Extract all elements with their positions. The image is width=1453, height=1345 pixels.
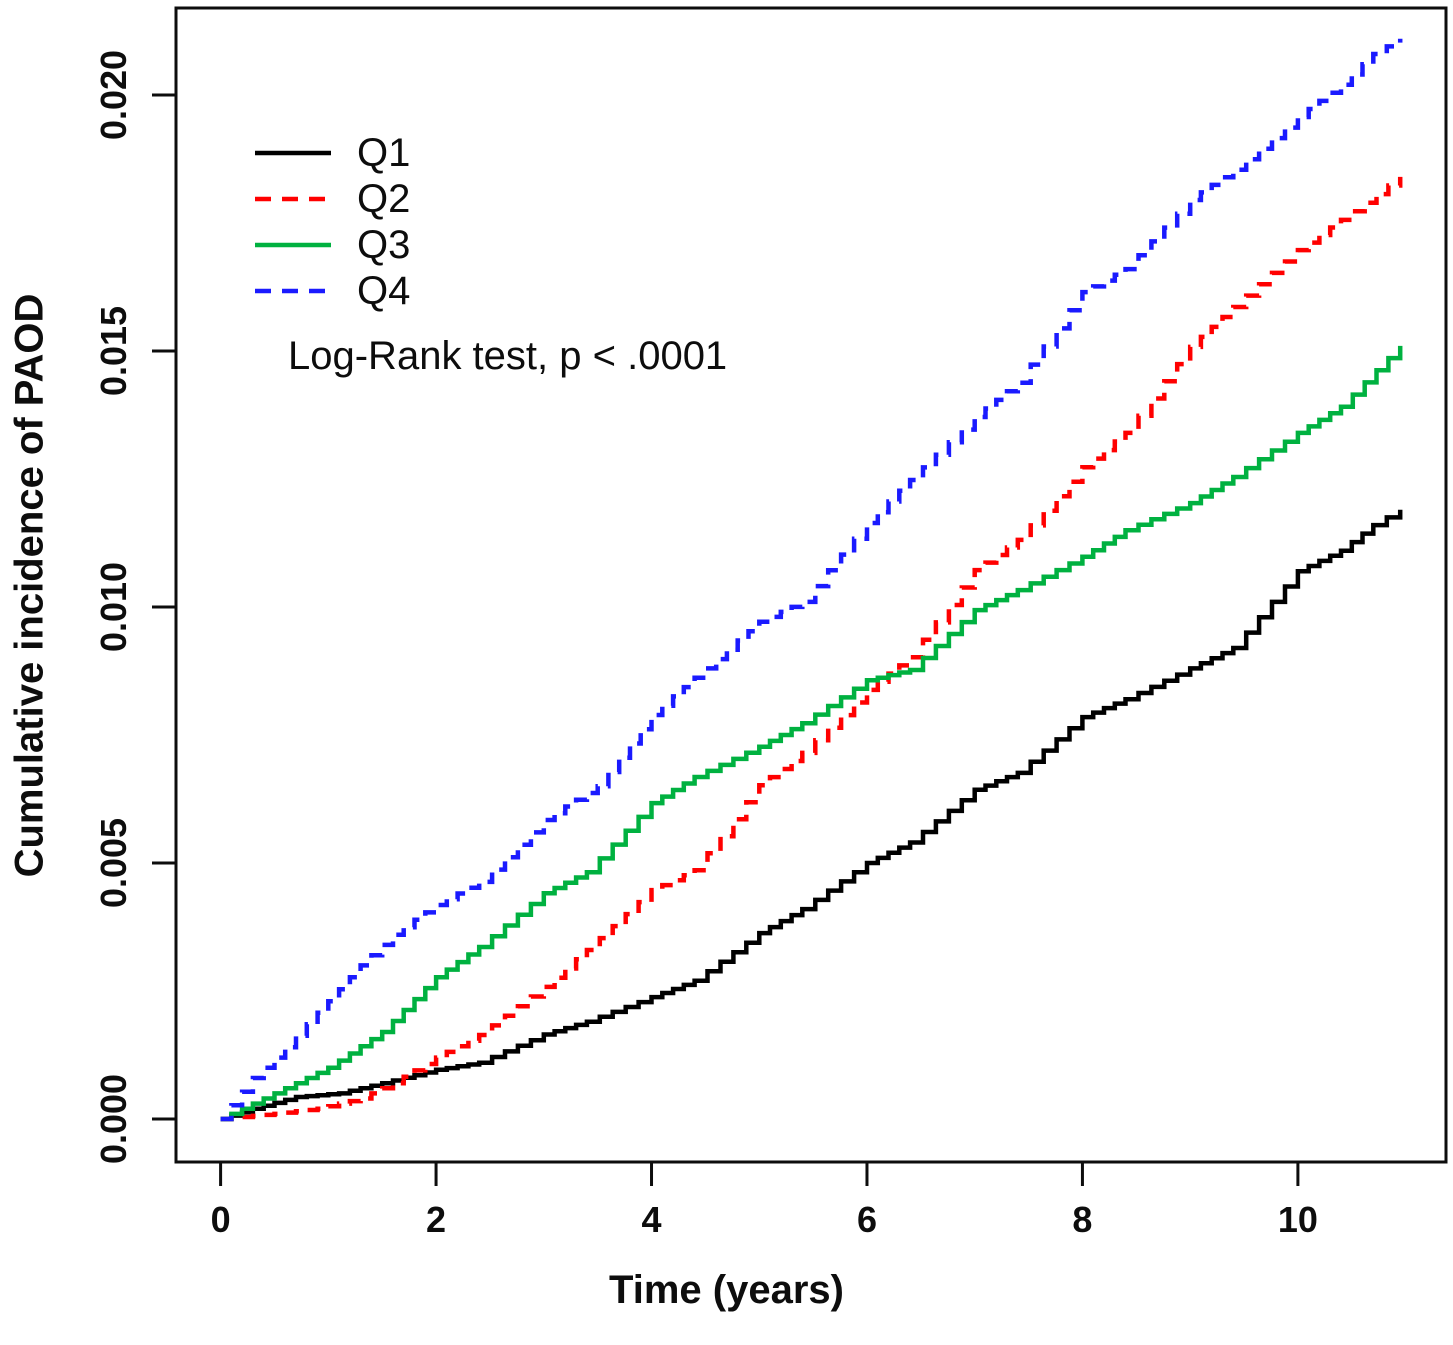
x-tick-label: 10 <box>1277 1199 1318 1240</box>
legend-item-q1: Q1 <box>253 130 410 176</box>
legend-line-q2-icon <box>255 196 331 202</box>
y-tick-label: 0.000 <box>93 1073 134 1165</box>
curve-q3 <box>220 345 1403 1122</box>
legend-line-q3-icon <box>255 242 331 248</box>
y-tick-label: 0.010 <box>93 561 134 653</box>
plot-border <box>174 6 1448 1164</box>
legend-line-q1-icon <box>255 150 331 156</box>
curve-q2 <box>220 176 1403 1122</box>
legend-label-q4: Q4 <box>357 269 411 313</box>
x-axis-title: Time (years) <box>609 1268 844 1312</box>
legend-item-q2: Q2 <box>253 176 410 222</box>
x-tick-label: 4 <box>641 1199 662 1240</box>
x-tick-label: 0 <box>210 1199 231 1240</box>
x-tick-label: 6 <box>856 1199 877 1240</box>
legend: Q1 Q2 Q3 Q4 <box>253 130 410 314</box>
log-rank-annotation: Log-Rank test, p < .0001 <box>288 334 728 378</box>
y-tick-label: 0.020 <box>93 49 134 141</box>
y-tick-label: 0.005 <box>93 817 134 909</box>
y-axis-title: Cumulative incidence of PAOD <box>7 293 52 878</box>
legend-label-q3: Q3 <box>357 223 411 267</box>
legend-label-q2: Q2 <box>357 177 411 221</box>
legend-line-q4-icon <box>255 288 331 294</box>
y-tick-label: 0.015 <box>93 305 134 397</box>
curve-q4 <box>220 38 1403 1122</box>
x-tick-label: 2 <box>426 1199 447 1240</box>
legend-label-q1: Q1 <box>357 131 411 175</box>
legend-item-q4: Q4 <box>253 268 410 314</box>
x-tick-label: 8 <box>1072 1199 1093 1240</box>
legend-item-q3: Q3 <box>253 222 410 268</box>
